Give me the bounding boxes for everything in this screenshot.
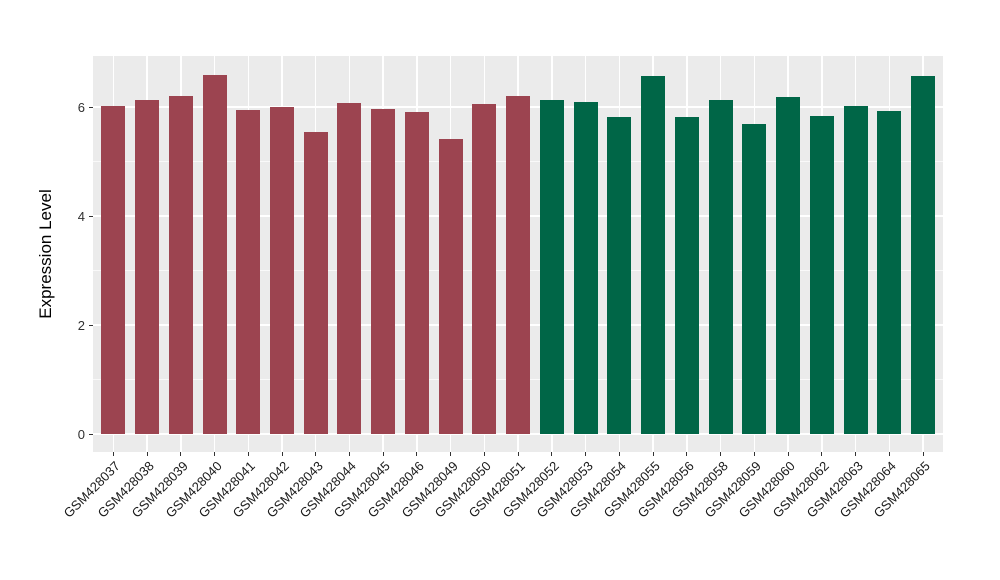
x-tick-mark <box>348 452 350 456</box>
y-tick-mark <box>89 433 93 435</box>
y-tick-mark <box>89 106 93 108</box>
x-tick-mark <box>551 452 553 456</box>
x-tick-mark <box>787 452 789 456</box>
y-tick-mark <box>89 215 93 217</box>
x-tick-mark <box>112 452 114 456</box>
y-tick-label: 6 <box>77 99 85 115</box>
y-tick-label: 0 <box>77 426 85 442</box>
x-tick-mark <box>686 452 688 456</box>
x-tick-mark <box>281 452 283 456</box>
bar-GSM428055 <box>641 75 666 434</box>
x-tick-mark <box>315 452 317 456</box>
bar-GSM428052 <box>539 99 564 434</box>
x-tick-mark <box>888 452 890 456</box>
bar-GSM428054 <box>607 117 632 434</box>
bar-GSM428053 <box>573 101 598 434</box>
y-tick-label: 2 <box>77 317 85 333</box>
y-tick-mark <box>89 324 93 326</box>
bar-GSM428062 <box>809 116 834 434</box>
bar-GSM428044 <box>337 103 362 434</box>
x-tick-mark <box>585 452 587 456</box>
bar-GSM428065 <box>911 76 936 434</box>
x-tick-mark <box>652 452 654 456</box>
bar-GSM428060 <box>776 96 801 434</box>
bar-GSM428041 <box>236 110 261 434</box>
y-tick-label: 4 <box>77 208 85 224</box>
bar-GSM428039 <box>168 95 193 434</box>
bar-GSM428058 <box>708 100 733 434</box>
x-tick-mark <box>180 452 182 456</box>
bar-GSM428059 <box>742 123 767 434</box>
bar-GSM428040 <box>202 74 227 434</box>
x-tick-mark <box>821 452 823 456</box>
x-tick-mark <box>450 452 452 456</box>
bar-GSM428056 <box>674 117 699 434</box>
x-tick-mark <box>247 452 249 456</box>
x-tick-mark <box>517 452 519 456</box>
bar-GSM428063 <box>843 105 868 434</box>
major-gridline <box>93 433 943 435</box>
x-tick-mark <box>855 452 857 456</box>
x-tick-mark <box>618 452 620 456</box>
x-tick-mark <box>922 452 924 456</box>
x-tick-mark <box>753 452 755 456</box>
bar-GSM428043 <box>303 132 328 434</box>
bar-GSM428037 <box>101 105 126 434</box>
x-tick-mark <box>416 452 418 456</box>
bar-GSM428064 <box>877 111 902 434</box>
bar-GSM428050 <box>472 104 497 434</box>
x-tick-mark <box>214 452 216 456</box>
bar-GSM428038 <box>135 99 160 434</box>
bar-GSM428045 <box>371 109 396 434</box>
x-tick-mark <box>382 452 384 456</box>
bar-GSM428046 <box>404 112 429 434</box>
x-tick-mark <box>720 452 722 456</box>
bar-GSM428049 <box>438 139 463 434</box>
x-tick-mark <box>483 452 485 456</box>
bar-GSM428042 <box>270 107 294 434</box>
bar-GSM428051 <box>506 96 531 434</box>
x-tick-mark <box>146 452 148 456</box>
